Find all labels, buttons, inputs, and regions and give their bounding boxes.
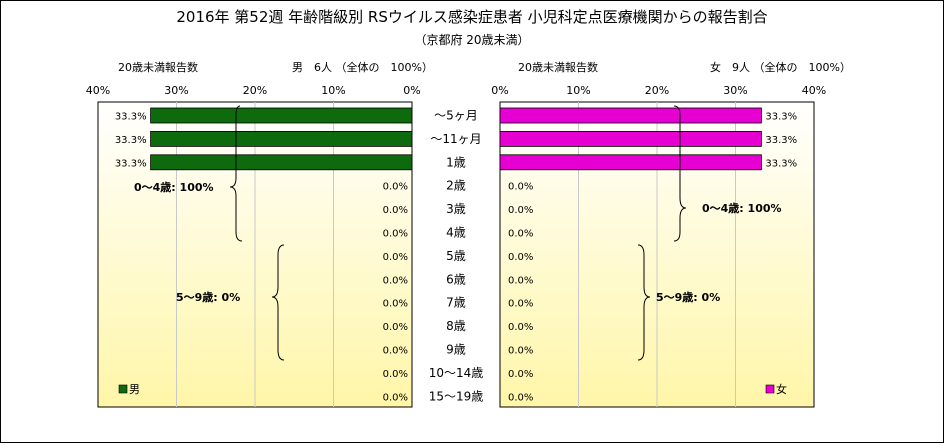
- right-brace-label-0-4: 0～4歳: 100%: [702, 201, 782, 215]
- male-data-label: 0.0%: [383, 346, 408, 357]
- age-category-label: 10～14歳: [429, 366, 484, 380]
- right-x-tick-label: 0%: [491, 84, 508, 97]
- male-bar: [150, 154, 413, 171]
- female-data-label: 33.3%: [765, 112, 797, 123]
- legend-female-swatch: [765, 384, 775, 394]
- left-brace-0-4: [229, 105, 243, 242]
- age-category-label: 8歳: [446, 319, 466, 333]
- age-category-label: 3歳: [446, 202, 466, 216]
- female-bar: [499, 107, 762, 124]
- age-category-label: 1歳: [446, 155, 466, 169]
- age-category-label: 7歳: [446, 296, 466, 310]
- age-category-label: 4歳: [446, 226, 466, 240]
- female-bar: [499, 130, 762, 147]
- legend-male-swatch: [118, 384, 128, 394]
- left-brace-label-5-9: 5～9歳: 0%: [176, 290, 240, 304]
- male-data-label: 0.0%: [383, 392, 408, 403]
- age-category-label: 6歳: [446, 272, 466, 286]
- left-x-tick-label: 30%: [164, 84, 188, 97]
- left-header-total: 男 6人 （全体の 100%）: [292, 60, 433, 74]
- male-data-label: 0.0%: [383, 322, 408, 333]
- male-data-label: 33.3%: [115, 158, 147, 169]
- age-category-label: 9歳: [446, 343, 466, 357]
- male-data-label: 0.0%: [383, 229, 408, 240]
- age-category-label: ～5ヶ月: [434, 109, 478, 123]
- right-x-tick-label: 20%: [645, 84, 669, 97]
- left-x-tick-label: 10%: [321, 84, 345, 97]
- female-data-label: 0.0%: [508, 182, 533, 193]
- male-data-label: 0.0%: [383, 205, 408, 216]
- age-category-label: 15～19歳: [429, 389, 484, 403]
- legend-male-label: 男: [129, 383, 140, 396]
- right-header-count: 20歳未満報告数: [518, 61, 598, 74]
- female-data-label: 33.3%: [765, 158, 797, 169]
- male-data-label: 33.3%: [115, 135, 147, 146]
- right-x-tick-label: 30%: [723, 84, 747, 97]
- right-brace-0-4: [673, 105, 687, 242]
- male-data-label: 0.0%: [383, 275, 408, 286]
- male-data-label: 0.0%: [383, 252, 408, 263]
- right-header-total: 女 9人 （全体の 100%）: [710, 60, 851, 74]
- female-data-label: 0.0%: [508, 369, 533, 380]
- female-data-label: 0.0%: [508, 229, 533, 240]
- age-category-label: ～11ヶ月: [430, 132, 481, 146]
- chart-subtitle: （京都府 20歳未満）: [414, 32, 529, 47]
- right-x-tick-label: 40%: [802, 84, 826, 97]
- left-brace-5-9: [271, 244, 285, 361]
- right-x-tick-label: 10%: [566, 84, 590, 97]
- age-category-label: 5歳: [446, 249, 466, 263]
- female-data-label: 0.0%: [508, 322, 533, 333]
- female-data-label: 0.0%: [508, 346, 533, 357]
- female-data-label: 0.0%: [508, 275, 533, 286]
- right-brace-label-5-9: 5～9歳: 0%: [656, 290, 720, 304]
- legend-female-label: 女: [776, 382, 787, 396]
- male-data-label: 0.0%: [383, 369, 408, 380]
- male-data-label: 0.0%: [383, 182, 408, 193]
- left-header-count: 20歳未満報告数: [118, 61, 198, 74]
- left-x-tick-label: 0%: [403, 84, 420, 97]
- right-brace-5-9: [637, 244, 651, 361]
- male-bar: [150, 107, 413, 124]
- age-category-label: 2歳: [446, 179, 466, 193]
- male-bar: [150, 130, 413, 147]
- male-data-label: 0.0%: [383, 299, 408, 310]
- chart-title: 2016年 第52週 年齢階級別 RSウイルス感染症患者 小児科定点医療機関から…: [176, 8, 767, 26]
- male-data-label: 33.3%: [115, 112, 147, 123]
- female-data-label: 0.0%: [508, 299, 533, 310]
- female-bar: [499, 154, 762, 171]
- female-data-label: 0.0%: [508, 252, 533, 263]
- left-x-tick-label: 40%: [86, 84, 110, 97]
- left-x-tick-label: 20%: [243, 84, 267, 97]
- female-data-label: 33.3%: [765, 135, 797, 146]
- female-data-label: 0.0%: [508, 392, 533, 403]
- female-data-label: 0.0%: [508, 205, 533, 216]
- left-brace-label-0-4: 0～4歳: 100%: [134, 180, 214, 194]
